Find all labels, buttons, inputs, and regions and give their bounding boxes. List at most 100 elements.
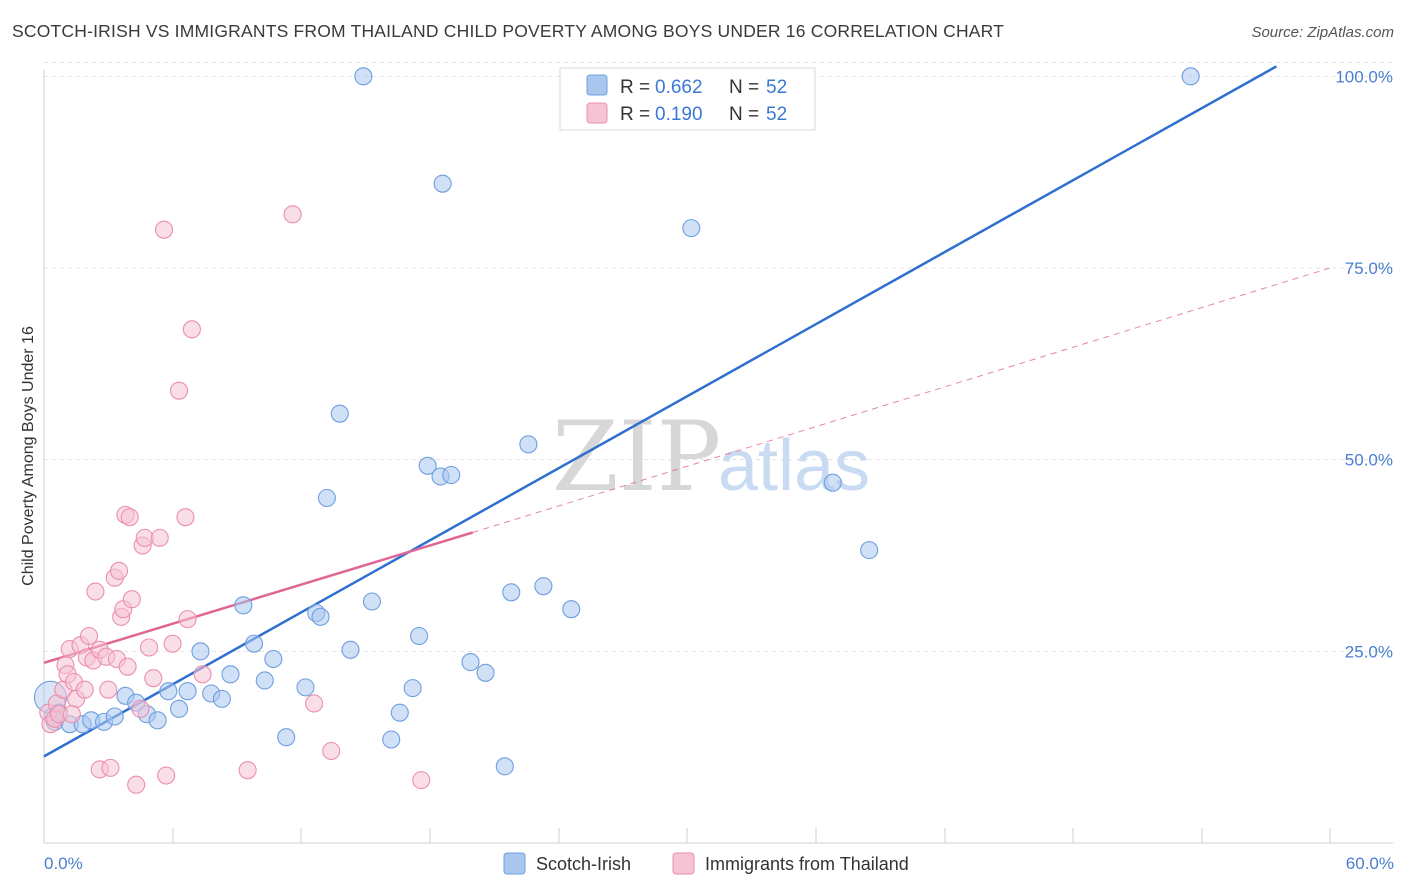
- data-point-scotch-irish-25: [296, 678, 315, 697]
- data-point-scotch-irish-32: [362, 592, 381, 611]
- data-point-thailand-35: [139, 638, 159, 657]
- data-point-thailand-51: [62, 705, 81, 724]
- watermark: ZIP atlas: [552, 401, 870, 513]
- series-legend: Scotch-Irish Immigrants from Thailand: [503, 852, 909, 875]
- data-point-scotch-irish-33: [382, 730, 401, 749]
- data-point-scotch-irish-29: [330, 404, 349, 423]
- data-point-scotch-irish-20: [234, 596, 253, 615]
- data-point-thailand-31: [127, 775, 146, 794]
- y-tick-label-1: 50.0%: [1345, 451, 1393, 470]
- data-point-scotch-irish-14: [169, 699, 189, 718]
- data-point-thailand-40: [163, 634, 182, 653]
- x-tick-labels: 0.0% 60.0%: [44, 854, 1394, 873]
- data-point-scotch-irish-40: [433, 174, 452, 193]
- data-point-thailand-50: [412, 771, 431, 790]
- data-point-scotch-irish-19: [221, 665, 240, 684]
- data-point-scotch-irish-50: [860, 541, 879, 560]
- y-tick-label-3: 100.0%: [1335, 67, 1393, 86]
- legend-n-value-1: 52: [766, 77, 787, 98]
- data-point-thailand-21: [101, 758, 120, 777]
- data-point-scotch-irish-45: [519, 435, 538, 454]
- data-point-thailand-30: [122, 590, 141, 609]
- data-point-scotch-irish-34: [390, 703, 409, 722]
- data-point-thailand-14: [79, 626, 99, 646]
- bottom-legend-label-scotch-irish: Scotch-Irish: [536, 854, 631, 874]
- data-point-scotch-irish-22: [255, 671, 274, 690]
- data-point-scotch-irish-46: [534, 577, 553, 596]
- data-point-scotch-irish-23: [264, 649, 283, 669]
- data-point-thailand-38: [154, 220, 174, 239]
- data-point-thailand-36: [144, 669, 163, 688]
- data-point-thailand-45: [193, 665, 212, 684]
- data-point-scotch-irish-12: [148, 711, 167, 730]
- data-point-scotch-irish-28: [317, 488, 336, 508]
- x-tick-label-min: 0.0%: [44, 854, 83, 873]
- data-point-scotch-irish-8: [105, 707, 124, 726]
- data-points: [33, 67, 1200, 794]
- data-point-scotch-irish-15: [178, 682, 197, 701]
- legend-swatch-scotch-irish: [586, 74, 608, 96]
- data-point-thailand-49: [322, 741, 341, 761]
- data-point-thailand-32: [131, 699, 150, 718]
- data-point-thailand-37: [150, 528, 169, 547]
- y-tick-label-0: 25.0%: [1345, 642, 1393, 661]
- data-point-thailand-12: [75, 680, 94, 699]
- data-point-scotch-irish-41: [461, 653, 480, 672]
- source-credit: Source: ZipAtlas.com: [1251, 24, 1394, 41]
- data-point-thailand-42: [176, 508, 195, 527]
- data-point-thailand-34: [135, 528, 154, 547]
- data-point-scotch-irish-39: [442, 465, 461, 485]
- watermark-atlas: atlas: [718, 426, 870, 506]
- y-tick-label-2: 75.0%: [1345, 259, 1393, 278]
- data-point-thailand-43: [178, 610, 197, 629]
- legend-n-value-2: 52: [766, 104, 787, 125]
- y-tick-labels: 25.0% 50.0% 75.0% 100.0%: [1335, 67, 1393, 661]
- legend-r-label-2: R =: [620, 104, 650, 125]
- data-point-thailand-29: [120, 508, 139, 527]
- trend-line-0: [43, 65, 1278, 758]
- data-point-scotch-irish-16: [191, 642, 210, 661]
- data-point-thailand-28: [118, 657, 137, 676]
- data-point-scotch-irish-27: [311, 607, 330, 626]
- correlation-legend: R = 0.662 N = 52 R = 0.190 N = 52: [559, 67, 816, 131]
- data-point-scotch-irish-49: [823, 473, 842, 492]
- data-point-thailand-46: [238, 761, 257, 780]
- y-axis-label: Child Poverty Among Boys Under 16: [20, 326, 37, 586]
- legend-n-label-1: N =: [729, 77, 759, 98]
- data-point-thailand-41: [169, 381, 189, 400]
- data-point-thailand-39: [157, 766, 176, 785]
- data-point-scotch-irish-36: [410, 626, 429, 646]
- data-point-scotch-irish-30: [341, 640, 360, 659]
- data-point-scotch-irish-44: [502, 583, 521, 602]
- data-point-scotch-irish-18: [212, 689, 231, 708]
- x-tick-label-max: 60.0%: [1346, 854, 1394, 873]
- data-point-thailand-47: [283, 205, 302, 224]
- data-point-thailand-24: [109, 561, 129, 580]
- grid-lines: [44, 62, 1393, 652]
- legend-swatch-thailand: [586, 102, 608, 124]
- data-point-scotch-irish-43: [495, 757, 514, 776]
- data-point-thailand-48: [305, 694, 324, 713]
- trend-line-1: [43, 531, 474, 665]
- data-point-scotch-irish-47: [562, 600, 581, 619]
- data-point-scotch-irish-42: [476, 663, 495, 682]
- legend-n-label-2: N =: [729, 104, 759, 125]
- data-point-scotch-irish-51: [1181, 67, 1200, 86]
- chart-title: SCOTCH-IRISH VS IMMIGRANTS FROM THAILAND…: [12, 21, 1005, 41]
- bottom-legend-swatch-scotch-irish: [503, 852, 526, 875]
- data-point-scotch-irish-13: [159, 682, 178, 701]
- data-point-scotch-irish-35: [403, 679, 422, 698]
- bottom-legend-label-thailand: Immigrants from Thailand: [705, 854, 909, 874]
- data-point-scotch-irish-37: [418, 456, 437, 475]
- bottom-legend-swatch-thailand: [672, 852, 695, 875]
- data-point-scotch-irish-24: [277, 728, 296, 747]
- data-point-scotch-irish-21: [244, 634, 264, 653]
- data-point-thailand-44: [182, 320, 201, 339]
- legend-r-value-1: 0.662: [655, 77, 703, 98]
- legend-r-label-1: R =: [620, 77, 650, 98]
- data-point-scotch-irish-48: [682, 219, 701, 238]
- data-point-scotch-irish-31: [354, 67, 373, 86]
- data-point-thailand-20: [99, 680, 118, 699]
- data-point-thailand-16: [86, 582, 105, 601]
